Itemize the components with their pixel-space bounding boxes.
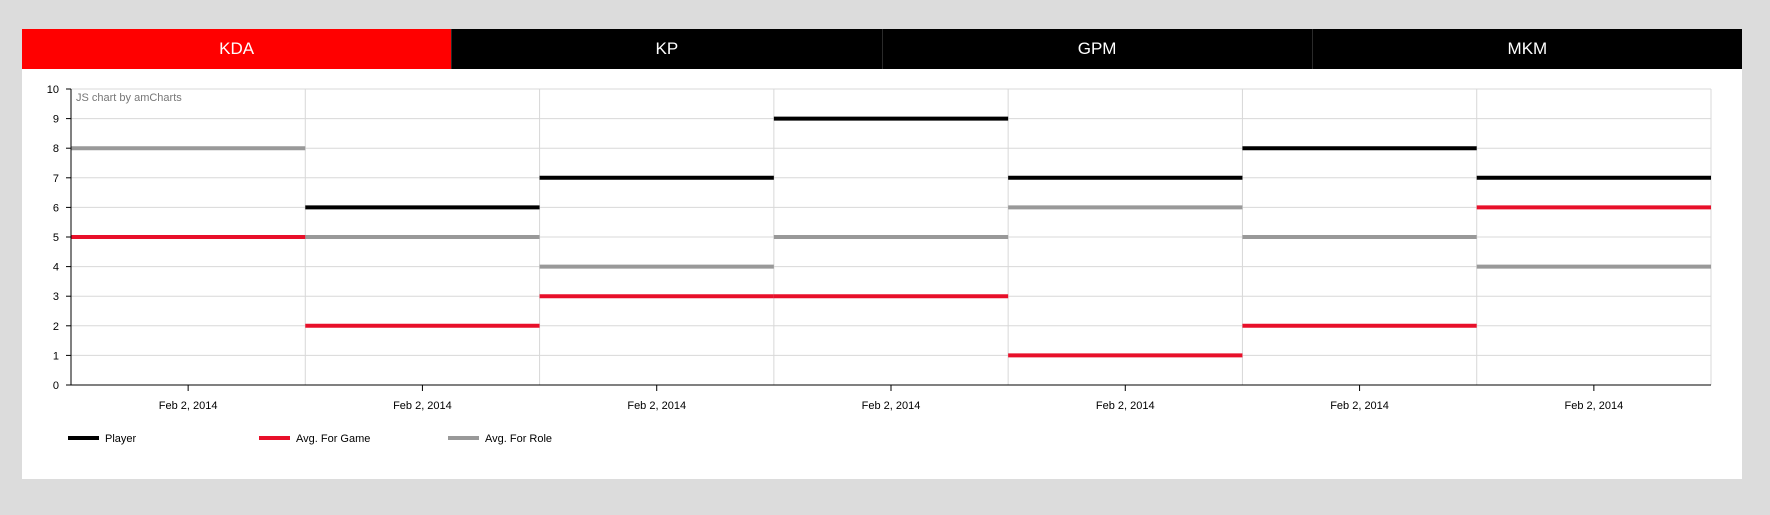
chart-axes xyxy=(66,88,1711,391)
y-tick-label: 2 xyxy=(53,321,59,333)
legend-label-avg-for-role: Avg. For Role xyxy=(485,433,552,445)
chart-panel: KDA KP GPM MKM 0 1 2 3 4 5 6 7 8 9 10 Feb 2, 2014 F… xyxy=(22,29,1742,479)
tab-mkm[interactable]: MKM xyxy=(1311,29,1742,69)
x-tick-label: Feb 2, 2014 xyxy=(627,400,686,412)
watermark-text[interactable]: JS chart by amCharts xyxy=(76,92,182,104)
x-tick-label: Feb 2, 2014 xyxy=(393,400,452,412)
y-tick-label: 6 xyxy=(53,202,59,214)
chart-series xyxy=(71,116,1711,358)
y-tick-label: 10 xyxy=(47,84,59,96)
x-tick-label: Feb 2, 2014 xyxy=(159,400,218,412)
x-tick-label: Feb 2, 2014 xyxy=(1564,400,1623,412)
y-tick-label: 3 xyxy=(53,291,59,303)
x-tick-label: Feb 2, 2014 xyxy=(1330,400,1389,412)
y-tick-label: 9 xyxy=(53,114,59,126)
tab-gpm[interactable]: GPM xyxy=(881,29,1312,69)
chart-legend: Player Avg. For Game Avg. For Role xyxy=(68,433,552,445)
y-tick-label: 1 xyxy=(53,350,59,362)
tab-kda[interactable]: KDA xyxy=(22,29,452,69)
y-tick-label: 0 xyxy=(53,380,59,392)
x-tick-label: Feb 2, 2014 xyxy=(862,400,921,412)
y-axis-labels: 0 1 2 3 4 5 6 7 8 9 10 xyxy=(47,84,59,392)
y-tick-label: 5 xyxy=(53,232,59,244)
metric-tab-bar: KDA KP GPM MKM xyxy=(22,29,1742,69)
legend-label-avg-for-game: Avg. For Game xyxy=(296,433,370,445)
x-tick-label: Feb 2, 2014 xyxy=(1096,400,1155,412)
y-tick-label: 8 xyxy=(53,143,59,155)
tab-kp[interactable]: KP xyxy=(451,29,881,69)
y-tick-label: 4 xyxy=(53,262,59,274)
y-tick-label: 7 xyxy=(53,173,59,185)
x-axis-labels: Feb 2, 2014 Feb 2, 2014 Feb 2, 2014 Feb 2, … xyxy=(159,400,1623,412)
legend-label-player: Player xyxy=(105,433,137,445)
